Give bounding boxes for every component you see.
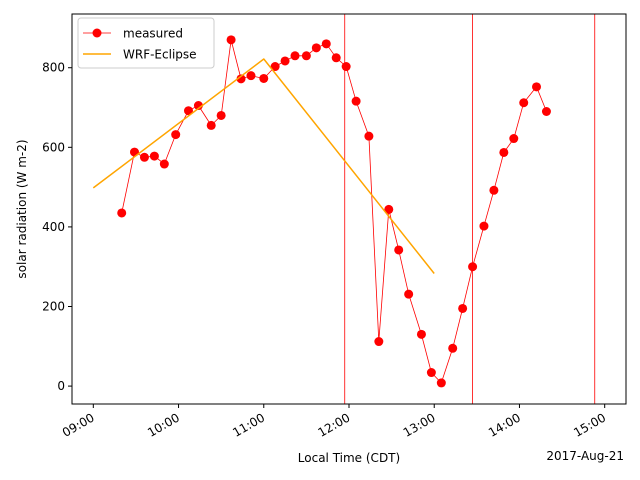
data-point-measured xyxy=(458,303,468,313)
data-point-measured xyxy=(416,329,426,339)
x-tick-label: 12:00 xyxy=(316,410,353,439)
x-tick-label: 10:00 xyxy=(145,410,182,439)
data-point-measured xyxy=(341,62,351,72)
data-point-measured xyxy=(226,35,236,45)
data-point-measured xyxy=(509,134,519,144)
plot-area xyxy=(71,13,627,405)
x-tick-label: 09:00 xyxy=(60,410,97,439)
data-point-measured xyxy=(117,208,127,218)
data-point-measured xyxy=(259,73,269,83)
data-point-measured xyxy=(193,101,203,111)
data-point-measured xyxy=(426,368,436,378)
data-point-measured xyxy=(311,43,321,53)
legend-label: measured xyxy=(123,27,183,41)
x-axis-label: Local Time (CDT) xyxy=(298,451,400,465)
y-tick-label: 600 xyxy=(42,140,65,154)
y-tick-label: 200 xyxy=(42,300,65,314)
data-point-measured xyxy=(468,262,478,272)
data-point-measured xyxy=(301,51,311,61)
x-tick-label: 13:00 xyxy=(401,410,438,439)
y-axis-label: solar radiation (W m-2) xyxy=(15,139,29,278)
axes-frame xyxy=(71,13,627,405)
data-point-measured xyxy=(159,159,169,169)
data-point-measured xyxy=(479,221,489,231)
data-point-measured xyxy=(519,98,529,108)
series-wrf-eclipse-line xyxy=(92,58,435,274)
x-axis-ticks: 09:00 10:00 11:00 12:00 13:00 14:00 15:00 xyxy=(60,404,608,440)
x-tick-label: 14:00 xyxy=(486,410,523,439)
data-point-measured xyxy=(394,245,404,255)
data-point-measured xyxy=(139,152,149,162)
data-point-measured xyxy=(216,110,226,120)
data-point-measured xyxy=(499,147,509,157)
data-point-measured xyxy=(149,151,159,161)
data-point-measured xyxy=(489,185,499,195)
data-point-measured xyxy=(364,131,374,141)
x-tick-label: 11:00 xyxy=(230,410,267,439)
data-point-measured xyxy=(280,56,290,66)
data-point-measured xyxy=(290,51,300,61)
legend-box xyxy=(77,17,215,69)
y-tick-label: 400 xyxy=(42,220,65,234)
data-point-measured xyxy=(236,74,246,84)
data-point-measured xyxy=(436,378,446,388)
data-point-measured xyxy=(374,337,384,347)
y-tick-label: 0 xyxy=(57,379,65,393)
data-point-measured xyxy=(351,96,361,106)
legend: measured WRF-Eclipse xyxy=(77,17,215,69)
y-tick-label: 800 xyxy=(42,61,65,75)
data-point-measured xyxy=(206,120,216,130)
legend-marker xyxy=(92,28,102,38)
data-point-measured xyxy=(532,82,542,92)
data-point-measured xyxy=(384,204,394,214)
x-tick-label: 15:00 xyxy=(571,410,608,439)
data-point-measured xyxy=(448,343,458,353)
data-point-measured xyxy=(270,62,280,72)
data-point-measured xyxy=(404,289,414,299)
y-axis-ticks: 0 200 400 600 800 xyxy=(42,61,72,393)
data-point-measured xyxy=(171,130,181,140)
data-point-measured xyxy=(321,39,331,49)
data-point-measured xyxy=(331,53,341,63)
date-label: 2017-Aug-21 xyxy=(546,449,624,463)
data-point-measured xyxy=(541,107,551,116)
legend-label: WRF-Eclipse xyxy=(123,48,197,62)
data-point-measured xyxy=(246,71,256,81)
data-point-measured xyxy=(183,106,193,116)
series-measured-line xyxy=(121,39,547,384)
